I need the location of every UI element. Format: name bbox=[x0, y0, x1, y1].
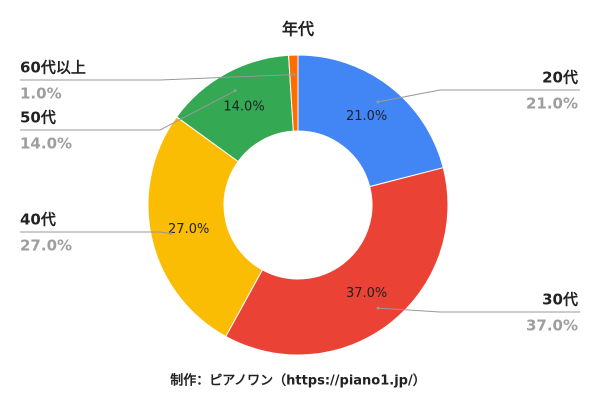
leader-dot bbox=[376, 100, 380, 104]
donut-slice bbox=[225, 167, 449, 356]
leader-dot bbox=[169, 231, 173, 235]
slice-label: 37.0% bbox=[346, 286, 387, 301]
legend-value: 37.0% bbox=[526, 317, 578, 335]
legend-label: 60代以上 bbox=[20, 59, 86, 77]
leader-dot bbox=[292, 73, 296, 77]
slice-label: 27.0% bbox=[168, 222, 209, 237]
chart-title: 年代 bbox=[282, 20, 314, 39]
legend-label: 20代 bbox=[542, 69, 578, 87]
donut-slice bbox=[288, 54, 299, 132]
leader-dot bbox=[233, 89, 237, 93]
leader-line bbox=[377, 89, 580, 103]
legend-value: 27.0% bbox=[20, 237, 72, 255]
source-note: 制作：ピアノワン（https://piano1.jp/） bbox=[170, 373, 425, 389]
donut-slice bbox=[297, 54, 444, 188]
legend-label: 40代 bbox=[20, 211, 56, 229]
donut-slice bbox=[147, 116, 264, 338]
leader-dot bbox=[376, 306, 380, 310]
leader-line bbox=[20, 231, 171, 234]
slice-label: 21.0% bbox=[346, 109, 387, 124]
legend-value: 1.0% bbox=[20, 85, 62, 103]
leader-line bbox=[20, 90, 236, 131]
leader-line bbox=[377, 307, 580, 313]
legend-label: 30代 bbox=[542, 291, 578, 309]
legend-label: 50代 bbox=[20, 109, 56, 127]
slice-label: 14.0% bbox=[223, 99, 264, 114]
legend-value: 14.0% bbox=[20, 135, 72, 153]
legend-value: 21.0% bbox=[526, 95, 578, 113]
leader-line bbox=[20, 74, 294, 81]
